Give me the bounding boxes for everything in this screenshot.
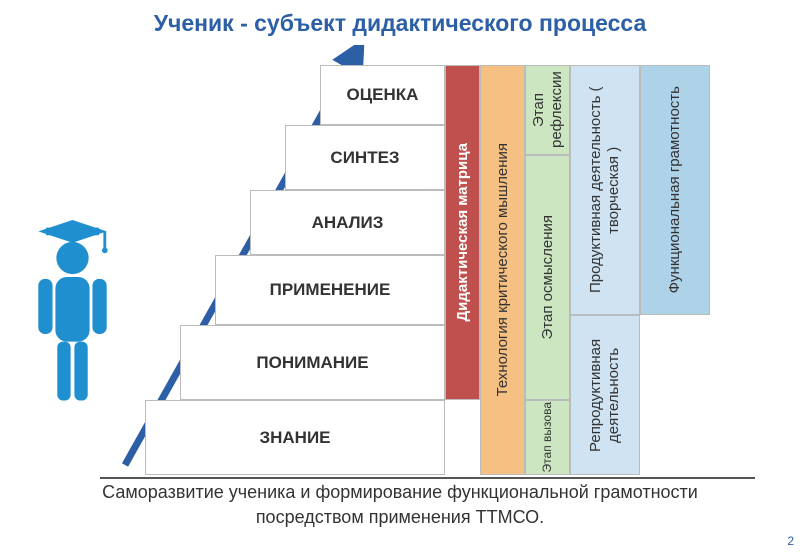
column-7: Репродуктивная деятельность bbox=[570, 315, 640, 475]
step-5: СИНТЕЗ bbox=[285, 125, 445, 190]
step-3: ПРИМЕНЕНИЕ bbox=[215, 255, 445, 325]
step-4: АНАЛИЗ bbox=[250, 190, 445, 255]
column-4: Этап осмысления bbox=[525, 155, 570, 400]
column-1: Дидактическая матрица bbox=[445, 65, 480, 400]
column-2: Технология критического мышления bbox=[480, 65, 525, 475]
page-number: 2 bbox=[787, 534, 794, 548]
step-2: ПОНИМАНИЕ bbox=[180, 325, 445, 400]
column-8: Функциональная грамотность bbox=[640, 65, 710, 315]
page-title: Ученик - субъект дидактического процесса bbox=[0, 0, 800, 45]
diagram-area: ЗНАНИЕПОНИМАНИЕПРИМЕНЕНИЕАНАЛИЗСИНТЕЗОЦЕ… bbox=[10, 45, 790, 485]
column-3: Этап рефлексии bbox=[525, 65, 570, 155]
step-1: ЗНАНИЕ bbox=[145, 400, 445, 475]
student-icon bbox=[25, 220, 120, 410]
column-6: Продуктивная деятельность ( творческая ) bbox=[570, 65, 640, 315]
footer-line-2: посредством применения ТТМСО. bbox=[0, 505, 800, 530]
step-6: ОЦЕНКА bbox=[320, 65, 445, 125]
column-5: Этап вызова bbox=[525, 400, 570, 475]
footer-caption: Саморазвитие ученика и формирование функ… bbox=[0, 480, 800, 530]
footer-line-1: Саморазвитие ученика и формирование функ… bbox=[0, 480, 800, 505]
